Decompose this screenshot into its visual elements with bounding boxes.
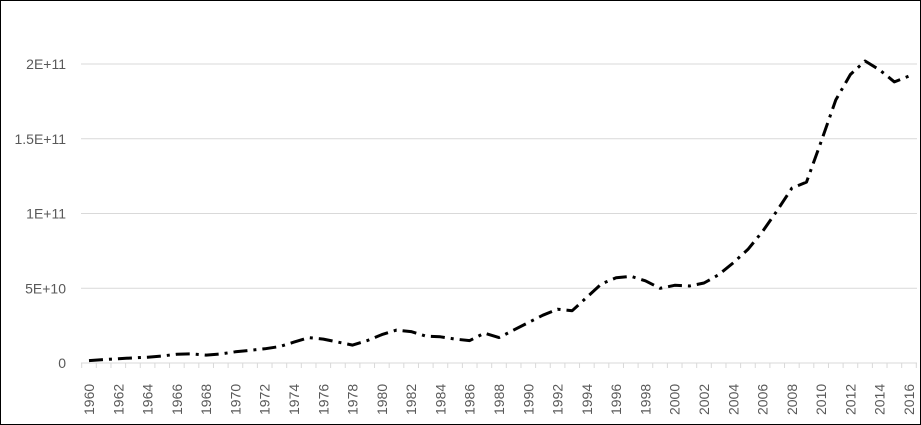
x-tick-label: 1962 (110, 384, 126, 415)
y-tick-label: 1.5E+11 (14, 131, 66, 147)
data-point (586, 296, 588, 298)
x-tick-label: 1964 (140, 384, 156, 415)
x-tick-label: 1998 (637, 384, 653, 415)
data-point (601, 283, 603, 285)
data-point (308, 337, 310, 339)
x-tick-label: 2000 (667, 384, 683, 415)
series-line (88, 59, 910, 363)
x-tick-label: 1980 (374, 384, 390, 415)
data-point (527, 322, 529, 324)
x-tick-label: 1994 (579, 384, 595, 415)
y-tick-label: 1E+11 (26, 206, 66, 222)
x-tick-label: 1972 (257, 384, 273, 415)
data-point (278, 346, 280, 348)
x-tick-label: 2012 (842, 384, 858, 415)
x-tick-label: 1986 (462, 384, 478, 415)
data-point (220, 353, 222, 355)
x-tick-label: 1996 (608, 384, 624, 415)
data-point (483, 332, 485, 334)
data-point (776, 210, 778, 212)
x-tick-label: 1992 (550, 384, 566, 415)
x-tick-label: 1988 (491, 384, 507, 415)
data-point (718, 274, 720, 276)
x-tick-label: 1984 (432, 384, 448, 415)
y-tick-label: 2E+11 (26, 56, 66, 72)
data-point (249, 349, 251, 351)
data-point (879, 69, 881, 71)
x-tick-label: 2016 (901, 384, 917, 415)
x-tick-label: 2006 (755, 384, 771, 415)
data-point (425, 335, 427, 337)
data-point (191, 353, 193, 355)
data-point (132, 357, 134, 359)
x-tick-label: 1982 (403, 384, 419, 415)
x-tick-label: 2002 (696, 384, 712, 415)
data-point (630, 275, 632, 277)
y-tick-label: 0 (58, 355, 66, 371)
x-tick-label: 1976 (315, 384, 331, 415)
x-tick-label: 1970 (227, 384, 243, 415)
y-tick-label: 5E+10 (25, 280, 66, 296)
x-tick-label: 1978 (345, 384, 361, 415)
x-tick-label: 1990 (520, 384, 536, 415)
x-tick-label: 2014 (872, 384, 888, 415)
x-tick-label: 2004 (725, 384, 741, 415)
data-point (161, 355, 163, 357)
x-tick-label: 1974 (286, 384, 302, 415)
x-tick-label: 1966 (169, 384, 185, 415)
x-tick-label: 1968 (198, 384, 214, 415)
x-tick-label: 2008 (784, 384, 800, 415)
x-tick-label: 1960 (81, 384, 97, 415)
data-point (454, 338, 456, 340)
x-tick-label: 2010 (813, 384, 829, 415)
